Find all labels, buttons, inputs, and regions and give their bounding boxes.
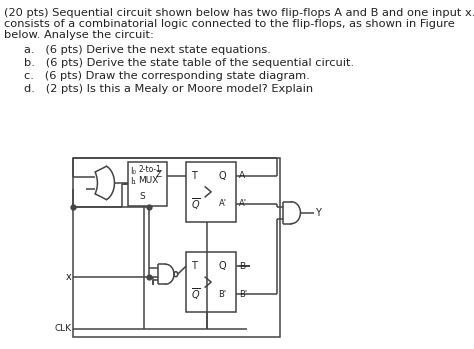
Text: T: T [191,261,197,271]
Text: Q: Q [219,261,226,271]
Text: a.   (6 pts) Derive the next state equations.: a. (6 pts) Derive the next state equatio… [24,45,271,55]
Text: b.   (6 pts) Derive the state table of the sequential circuit.: b. (6 pts) Derive the state table of the… [24,58,354,68]
Text: $\overline{Q}$: $\overline{Q}$ [191,286,201,302]
Text: x: x [65,272,71,282]
Text: c.   (6 pts) Draw the corresponding state diagram.: c. (6 pts) Draw the corresponding state … [24,71,310,81]
Text: B': B' [239,290,247,298]
Text: A': A' [239,199,246,208]
Text: 2-to-1: 2-to-1 [138,164,161,173]
Bar [186,162,237,222]
Text: B: B [239,262,245,271]
Bar [128,162,166,206]
Text: d.   (2 pts) Is this a Mealy or Moore model? Explain: d. (2 pts) Is this a Mealy or Moore mode… [24,84,313,94]
Text: A': A' [219,199,227,208]
Text: T: T [191,171,197,181]
Text: consists of a combinatorial logic connected to the flip-flops, as shown in Figur: consists of a combinatorial logic connec… [4,19,455,29]
Text: Q: Q [219,171,226,181]
Bar [73,158,280,337]
Text: $\overline{Q}$: $\overline{Q}$ [191,196,201,212]
Text: Z: Z [156,171,162,179]
Text: A: A [239,171,245,180]
Text: Y: Y [315,208,321,218]
Text: I₁: I₁ [130,177,136,186]
Text: (20 pts) Sequential circuit shown below has two flip-flops A and B and one input: (20 pts) Sequential circuit shown below … [4,8,474,18]
Bar [186,252,237,312]
Text: I₀: I₀ [130,166,136,176]
Text: B': B' [219,290,227,298]
Text: S: S [140,192,146,201]
Text: MUX: MUX [138,177,159,185]
Text: CLK: CLK [54,324,71,333]
Text: below. Analyse the circuit:: below. Analyse the circuit: [4,30,154,40]
